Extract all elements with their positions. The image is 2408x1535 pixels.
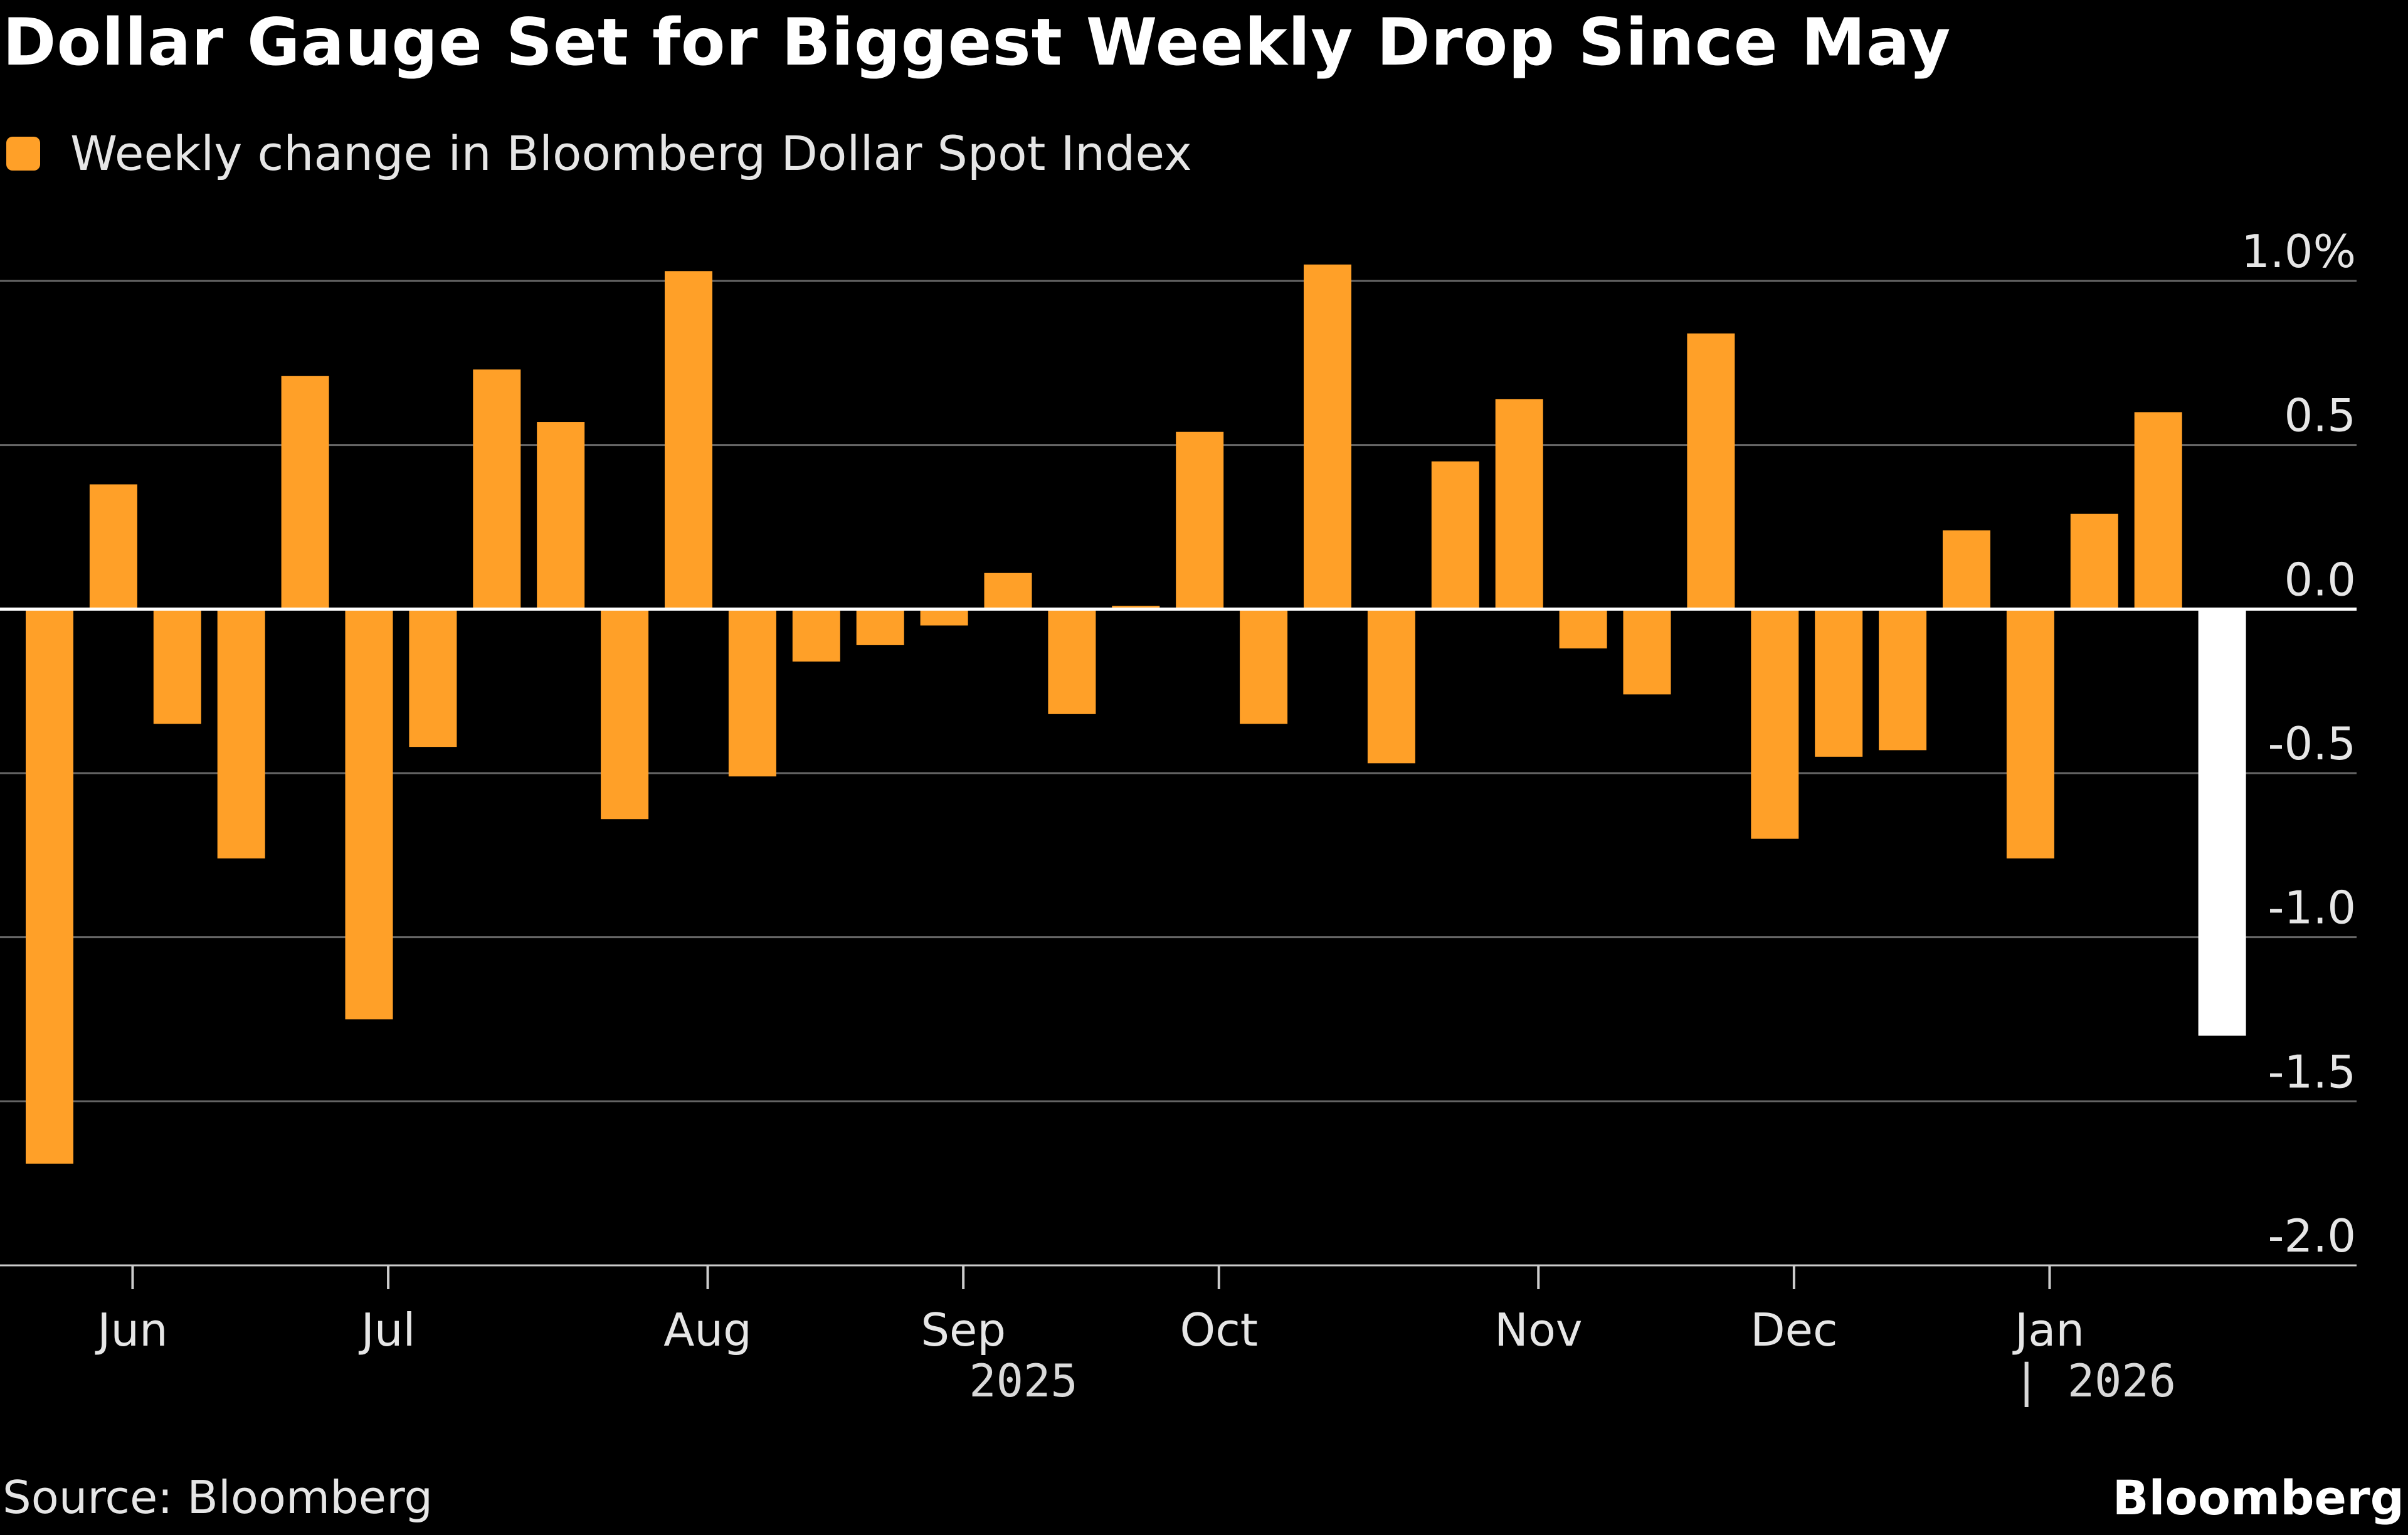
y-tick-label: -1.5 bbox=[2268, 1045, 2356, 1098]
year-label-2026: | 2026 bbox=[2013, 1354, 2176, 1408]
bar bbox=[665, 271, 712, 609]
bar bbox=[217, 609, 265, 859]
bar bbox=[1367, 609, 1415, 764]
bloomberg-logo: Bloomberg bbox=[2112, 1470, 2404, 1526]
bar bbox=[1431, 461, 1479, 609]
y-tick-label: 1.0% bbox=[2241, 225, 2356, 278]
bar bbox=[1559, 609, 1607, 649]
x-tick-label: Jun bbox=[95, 1304, 168, 1356]
bar bbox=[984, 572, 1032, 609]
bar bbox=[1495, 399, 1543, 609]
bar bbox=[1240, 609, 1288, 724]
legend-label: Weekly change in Bloomberg Dollar Spot I… bbox=[70, 125, 1192, 181]
bar bbox=[1943, 530, 1990, 609]
bar bbox=[153, 609, 201, 724]
x-tick-label: Jan bbox=[2012, 1304, 2084, 1356]
bar bbox=[1176, 431, 1224, 609]
y-tick-label: 0.5 bbox=[2284, 389, 2356, 442]
bar bbox=[473, 369, 521, 609]
bar bbox=[728, 609, 776, 777]
x-axis: Jun Jul Aug Sep Oct Nov Dec Jan bbox=[0, 1264, 2357, 1356]
bar bbox=[920, 609, 968, 626]
year-labels: 2025 | 2026 bbox=[969, 1354, 2176, 1408]
y-tick-label: -1.0 bbox=[2268, 882, 2356, 934]
bar bbox=[2070, 514, 2118, 609]
bar bbox=[1687, 333, 1735, 609]
x-tick-label: Jul bbox=[359, 1304, 416, 1356]
x-tick-label: Sep bbox=[921, 1304, 1006, 1356]
x-tick-label: Aug bbox=[663, 1304, 752, 1356]
bar bbox=[1304, 264, 1351, 609]
bar bbox=[89, 484, 137, 609]
bar bbox=[856, 609, 904, 645]
bars bbox=[26, 264, 2246, 1164]
y-axis-ticks: 1.0% 0.5 0.0 -0.5 -1.0 -1.5 -2.0 bbox=[2241, 225, 2356, 1262]
bar bbox=[1751, 609, 1799, 839]
bar bbox=[281, 376, 329, 609]
source-note: Source: Bloomberg bbox=[3, 1471, 433, 1524]
bar bbox=[2006, 609, 2054, 859]
bar bbox=[1815, 609, 1863, 757]
legend-swatch bbox=[6, 136, 40, 171]
bar bbox=[1879, 609, 1927, 751]
bar bbox=[792, 609, 840, 662]
x-tick-label: Oct bbox=[1180, 1304, 1259, 1356]
bar bbox=[1048, 609, 1096, 714]
bar bbox=[409, 609, 457, 747]
bar bbox=[345, 609, 393, 1020]
bar bbox=[1623, 609, 1671, 695]
x-tick-label: Nov bbox=[1494, 1304, 1583, 1356]
bar bbox=[601, 609, 649, 820]
chart-title: Dollar Gauge Set for Biggest Weekly Drop… bbox=[3, 5, 1951, 80]
y-tick-label: -0.5 bbox=[2268, 717, 2356, 770]
x-tick-label: Dec bbox=[1750, 1304, 1837, 1356]
y-tick-label: -2.0 bbox=[2268, 1210, 2356, 1262]
bar-highlight bbox=[2198, 609, 2246, 1036]
y-tick-label: 0.0 bbox=[2284, 553, 2356, 606]
year-label-2025: 2025 bbox=[969, 1354, 1077, 1407]
bar bbox=[537, 422, 585, 609]
bar bbox=[26, 609, 73, 1164]
legend: Weekly change in Bloomberg Dollar Spot I… bbox=[6, 125, 1192, 181]
bar-chart: 1.0% 0.5 0.0 -0.5 -1.0 -1.5 -2.0 Jun Jul Aug Sep O… bbox=[0, 225, 2357, 1408]
bar bbox=[2134, 412, 2182, 609]
bar bbox=[1112, 606, 1160, 609]
